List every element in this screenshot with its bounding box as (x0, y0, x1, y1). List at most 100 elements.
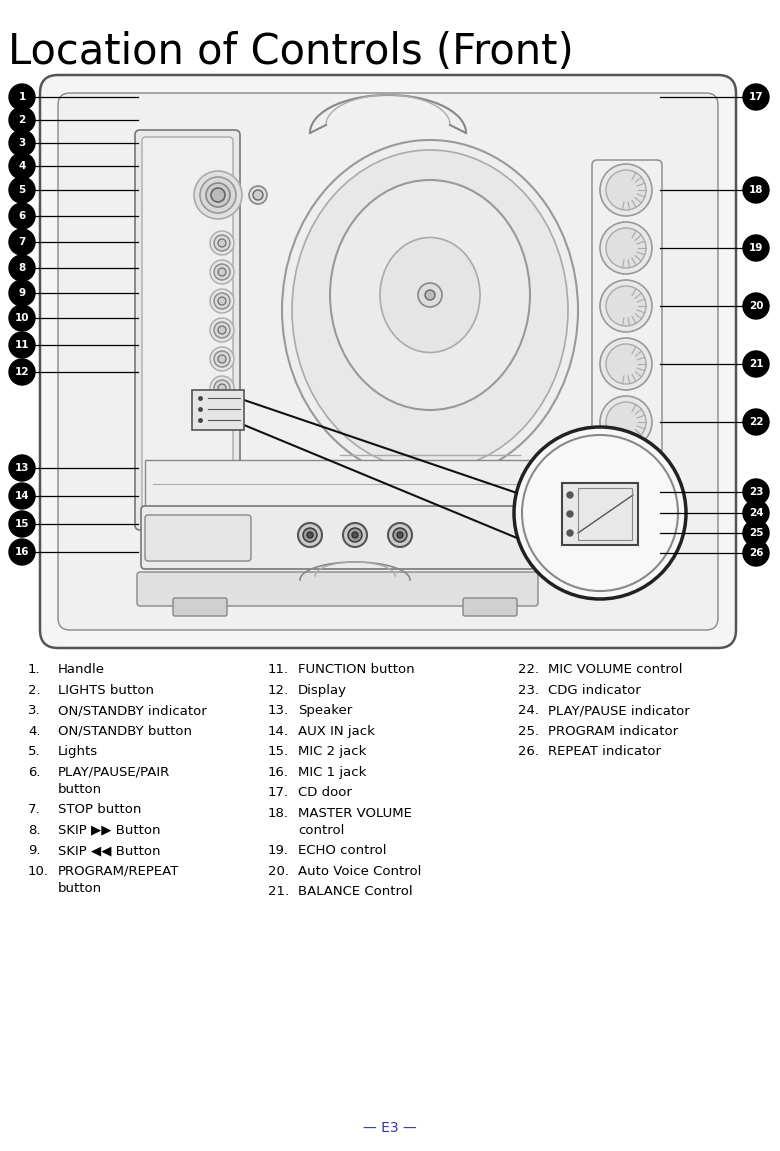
Circle shape (214, 294, 230, 308)
Circle shape (210, 318, 234, 342)
Text: 15: 15 (15, 519, 30, 529)
Text: Speaker: Speaker (298, 704, 353, 717)
Circle shape (600, 222, 652, 274)
Circle shape (210, 260, 234, 284)
Text: PLAY/PAUSE indicator: PLAY/PAUSE indicator (548, 704, 690, 717)
Text: 1: 1 (19, 92, 26, 102)
Text: 20: 20 (749, 302, 764, 311)
Text: MASTER VOLUME: MASTER VOLUME (298, 807, 412, 820)
Text: button: button (58, 882, 102, 894)
Text: 6.: 6. (28, 765, 41, 778)
Text: Handle: Handle (58, 663, 105, 676)
Circle shape (9, 511, 35, 538)
Text: 2.: 2. (28, 684, 41, 696)
Circle shape (393, 528, 407, 542)
Text: 12: 12 (15, 367, 30, 378)
Circle shape (9, 483, 35, 509)
Circle shape (206, 183, 230, 207)
Text: 24: 24 (749, 508, 764, 518)
Text: PROGRAM/REPEAT: PROGRAM/REPEAT (58, 864, 179, 877)
Circle shape (211, 188, 225, 201)
Text: BALANCE Control: BALANCE Control (298, 885, 413, 898)
Circle shape (425, 290, 435, 300)
Text: CDG indicator: CDG indicator (548, 684, 640, 696)
Circle shape (352, 532, 358, 538)
Circle shape (194, 171, 242, 219)
Text: 22.: 22. (518, 663, 539, 676)
Circle shape (743, 177, 769, 203)
Text: 6: 6 (19, 211, 26, 221)
Text: MIC 1 jack: MIC 1 jack (298, 765, 367, 778)
Circle shape (307, 532, 313, 538)
Text: Display: Display (298, 684, 347, 696)
Text: 14: 14 (15, 491, 30, 501)
Circle shape (567, 491, 573, 498)
Circle shape (210, 231, 234, 256)
Circle shape (9, 305, 35, 331)
Text: button: button (58, 783, 102, 795)
Text: 3.: 3. (28, 704, 41, 717)
Text: 10.: 10. (28, 864, 49, 877)
Text: MIC VOLUME control: MIC VOLUME control (548, 663, 682, 676)
Bar (192, 390, 244, 430)
Text: 11.: 11. (268, 663, 289, 676)
Text: 13.: 13. (268, 704, 289, 717)
Text: 9.: 9. (28, 844, 41, 857)
Text: 11: 11 (15, 340, 30, 350)
Circle shape (743, 84, 769, 110)
Circle shape (743, 294, 769, 319)
Circle shape (9, 84, 35, 110)
Text: ON/STANDBY button: ON/STANDBY button (58, 724, 192, 738)
Circle shape (9, 153, 35, 180)
Text: 5: 5 (19, 185, 26, 195)
Text: control: control (298, 823, 345, 837)
Text: 22: 22 (749, 417, 764, 427)
Circle shape (9, 539, 35, 565)
Circle shape (210, 376, 234, 401)
Text: PLAY/PAUSE/PAIR: PLAY/PAUSE/PAIR (58, 765, 170, 778)
Circle shape (388, 523, 412, 547)
Text: 24.: 24. (518, 704, 539, 717)
Text: 9: 9 (19, 288, 26, 298)
Circle shape (214, 322, 230, 338)
Circle shape (218, 326, 226, 334)
Text: 7: 7 (18, 237, 26, 247)
Text: 20.: 20. (268, 864, 289, 877)
Text: SKIP ▶▶ Button: SKIP ▶▶ Button (58, 823, 161, 837)
Circle shape (743, 540, 769, 566)
Circle shape (600, 396, 652, 448)
Text: — E3 —: — E3 — (363, 1121, 417, 1135)
Text: 13: 13 (15, 463, 30, 473)
Text: 21: 21 (749, 359, 764, 369)
Text: MIC 2 jack: MIC 2 jack (298, 745, 367, 759)
Circle shape (214, 380, 230, 396)
Text: 1.: 1. (28, 663, 41, 676)
Circle shape (606, 344, 646, 384)
Bar (145, 460, 530, 508)
FancyBboxPatch shape (173, 599, 227, 616)
Circle shape (9, 331, 35, 358)
Text: CD door: CD door (298, 786, 352, 799)
Text: 5.: 5. (28, 745, 41, 759)
Circle shape (606, 228, 646, 268)
Text: ON/STANDBY indicator: ON/STANDBY indicator (58, 704, 207, 717)
FancyBboxPatch shape (58, 93, 718, 630)
Text: 23.: 23. (518, 684, 539, 696)
Text: 19.: 19. (268, 844, 289, 857)
Text: 16: 16 (15, 547, 30, 557)
Text: 14.: 14. (268, 724, 289, 738)
Circle shape (348, 528, 362, 542)
Circle shape (218, 384, 226, 392)
Ellipse shape (282, 140, 578, 480)
Text: ECHO control: ECHO control (298, 844, 387, 857)
Circle shape (218, 297, 226, 305)
Text: STOP button: STOP button (58, 803, 141, 816)
Text: 25: 25 (749, 528, 764, 538)
Text: Lights: Lights (58, 745, 98, 759)
Circle shape (9, 229, 35, 256)
Circle shape (218, 355, 226, 363)
Text: AUX IN jack: AUX IN jack (298, 724, 375, 738)
Circle shape (218, 239, 226, 247)
Text: REPEAT indicator: REPEAT indicator (548, 745, 661, 759)
Text: 26.: 26. (518, 745, 539, 759)
